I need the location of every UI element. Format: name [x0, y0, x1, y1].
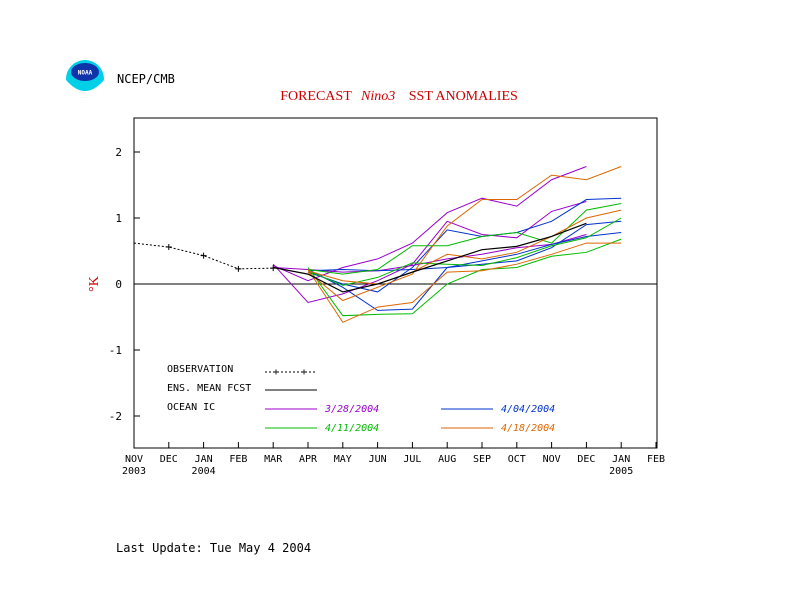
observation-point	[270, 265, 277, 272]
noaa-logo: NOAA	[66, 60, 104, 98]
legend-ocean-ic-label: OCEAN IC	[167, 402, 215, 413]
x-tick-label: JUL	[403, 454, 421, 465]
x-tick-year-label: 2003	[122, 466, 146, 477]
x-tick-label: DEC	[577, 454, 595, 465]
x-tick-label: OCT	[508, 454, 526, 465]
y-tick-label: 0	[115, 278, 122, 291]
title-suffix: SST ANOMALIES	[409, 89, 518, 104]
x-tick-label: JAN	[195, 454, 213, 465]
x-tick-label: MAY	[334, 454, 352, 465]
agency-label: NCEP/CMB	[117, 72, 175, 86]
forecast-series-line	[273, 166, 587, 282]
y-axis-label: °K	[87, 276, 102, 292]
forecast-series-line	[273, 234, 587, 273]
observation-point	[200, 252, 207, 259]
x-tick-label: NOV	[125, 454, 143, 465]
legend-ic-label-3: 4/11/2004	[325, 423, 379, 434]
y-tick-label: 1	[115, 212, 122, 225]
y-tick-label: -2	[109, 410, 122, 423]
ens-mean-line	[273, 222, 587, 293]
forecast-series-line	[307, 220, 622, 311]
legend-observation-marker: +	[301, 367, 307, 378]
legend-ic-label-1: 3/28/2004	[324, 404, 379, 415]
forecast-series-line	[307, 217, 622, 286]
forecast-series-line	[307, 242, 622, 323]
legend: OBSERVATION + + ENS. MEAN FCST OCEAN IC …	[167, 364, 555, 434]
forecast-series-line	[307, 238, 622, 317]
forecast-series-line	[307, 202, 622, 275]
y-tick-label: -1	[109, 344, 122, 357]
x-tick-label: JAN	[612, 454, 630, 465]
legend-observation-label: OBSERVATION	[167, 364, 233, 375]
x-tick-label: FEB	[647, 454, 665, 465]
x-tick-year-label: 2005	[609, 466, 633, 477]
observation-point	[165, 244, 172, 251]
legend-ic-label-4: 4/18/2004	[501, 423, 555, 434]
x-tick-label: MAR	[264, 454, 283, 465]
legend-ens-mean-label: ENS. MEAN FCST	[167, 383, 251, 394]
plot-area	[133, 166, 657, 323]
title-prefix: FORECAST	[280, 89, 352, 104]
legend-observation-marker: +	[273, 367, 279, 378]
title-italic: Nino3	[360, 89, 395, 104]
x-tick-label: JUN	[369, 454, 387, 465]
forecast-series-line	[272, 201, 587, 304]
forecast-series-line	[307, 232, 622, 272]
x-tick-label: AUG	[438, 454, 456, 465]
last-update: Last Update: Tue May 4 2004	[116, 541, 311, 555]
y-axis: -2 -1 0 1 2	[109, 146, 140, 423]
legend-ic-label-2: 4/04/2004	[501, 404, 555, 415]
x-tick-year-label: 2004	[192, 466, 216, 477]
x-tick-label: APR	[299, 454, 318, 465]
x-tick-label: FEB	[229, 454, 247, 465]
x-tick-label: DEC	[160, 454, 178, 465]
chart-title: FORECAST Nino3 SST ANOMALIES	[280, 89, 518, 104]
y-tick-label: 2	[115, 146, 122, 159]
plot-frame	[133, 117, 658, 449]
observation-point	[235, 265, 242, 272]
forecast-series-line	[307, 209, 622, 285]
x-tick-label: NOV	[543, 454, 561, 465]
noaa-logo-text: NOAA	[78, 70, 93, 77]
x-tick-label: SEP	[473, 454, 491, 465]
forecast-series-line	[307, 166, 622, 302]
